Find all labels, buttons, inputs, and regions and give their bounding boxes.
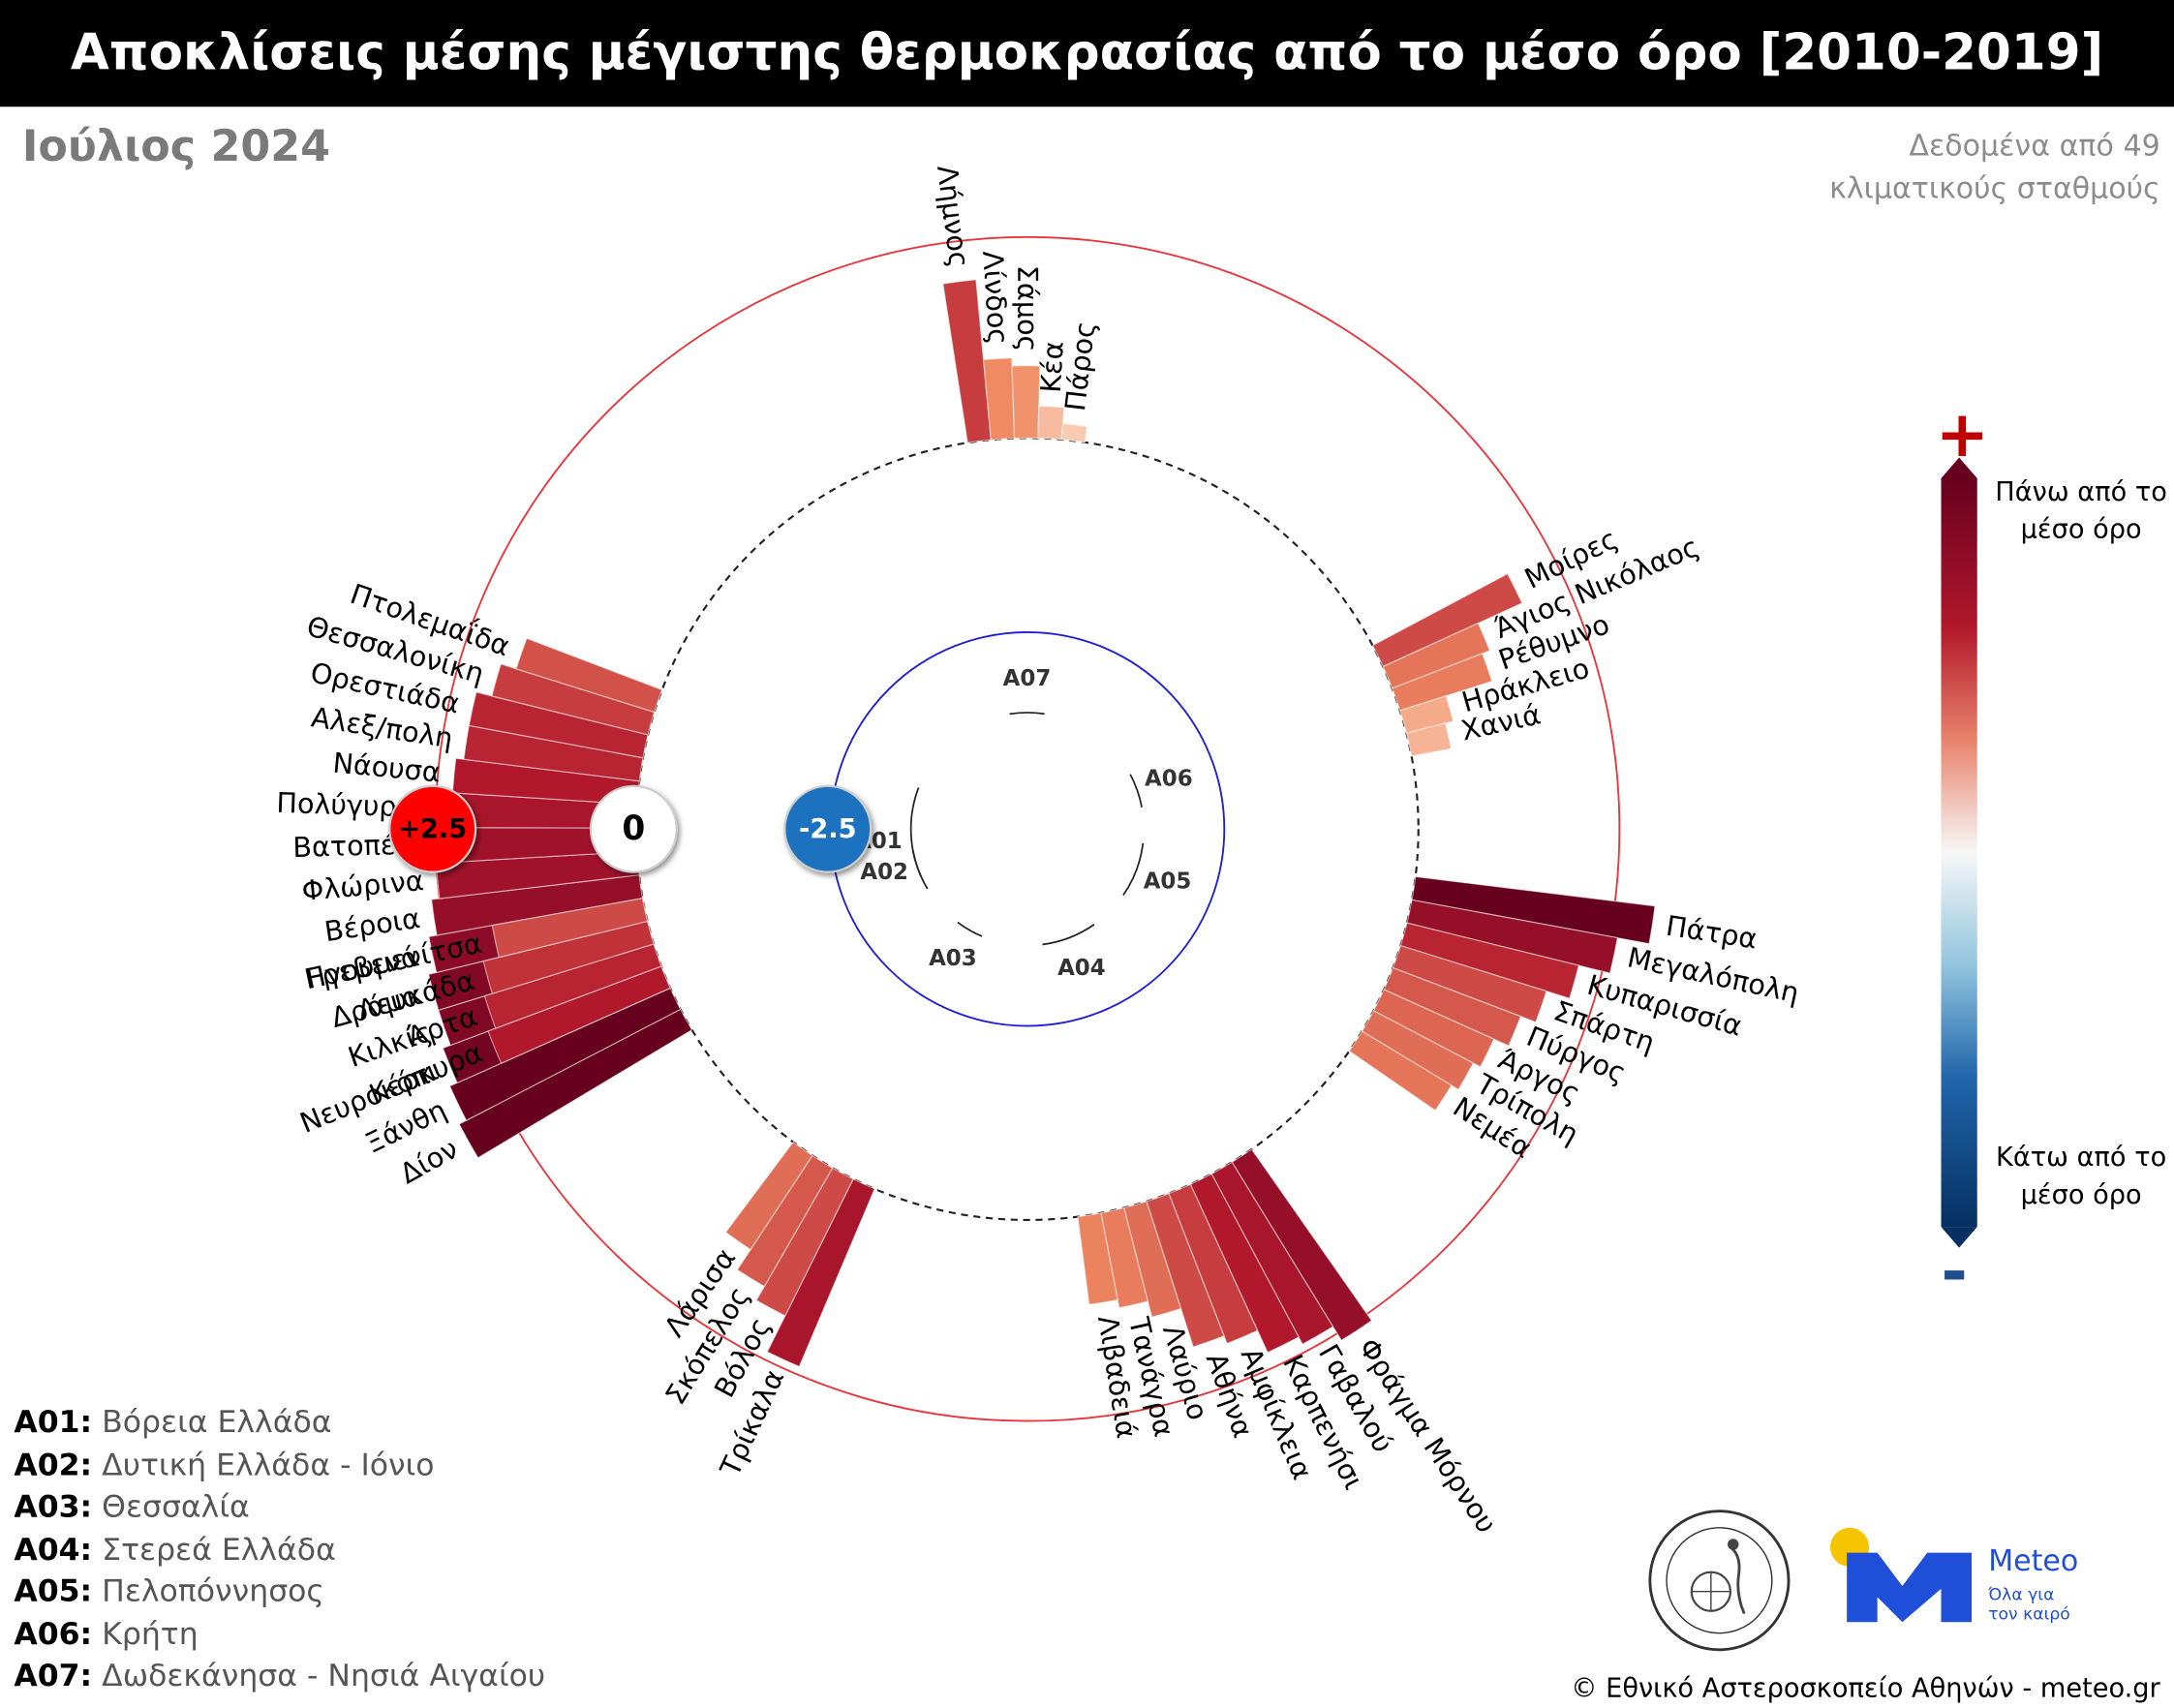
bar-a05-0 (1411, 875, 1656, 945)
chart-title: Αποκλίσεις μέσης μέγιστης θερμοκρασίας α… (70, 24, 2104, 82)
legend-item: A04: Στερεά Ελλάδα (14, 1532, 336, 1568)
bar-a04-0 (1231, 1148, 1373, 1342)
bar-a01-6 (430, 874, 644, 936)
bar-a02-1 (483, 943, 662, 1029)
bar-a04-5 (1122, 1201, 1182, 1318)
bar-a05-3 (1392, 944, 1547, 1023)
badge-zero-label: 0 (622, 809, 645, 848)
badge-zero-circle (589, 784, 678, 873)
legend-item: A07: Δωδεκάνησα - Νησιά Αιγαίου (14, 1659, 546, 1694)
bar-a01-0 (458, 1008, 693, 1159)
bar-a07-3 (1037, 405, 1065, 441)
bars-layer (427, 279, 1656, 1368)
badge-plus-label: +2.5 (398, 814, 467, 844)
group-arc-a01 (909, 787, 929, 890)
colorbar-plus-sign: + (1935, 396, 1989, 472)
bar-a04-6 (1100, 1206, 1149, 1309)
station-label: Σάμος (1011, 265, 1044, 352)
bar-a01-13 (491, 663, 656, 736)
bar-a02-0 (487, 965, 671, 1064)
bar-a04-2 (1189, 1173, 1300, 1354)
bar-a01-12 (468, 691, 649, 759)
copyright-footer: © Εθνικό Αστεροσκοπείο Αθηνών - meteo.gr (1571, 1673, 2160, 1704)
bar-a07-2 (1011, 365, 1041, 440)
bar-a06-0 (1371, 572, 1523, 668)
group-arc-a06 (1129, 774, 1143, 808)
bar-a03-2 (736, 1154, 834, 1288)
group-code-label: A04 (1057, 956, 1106, 981)
badge-minus-circle (783, 784, 873, 873)
bar-a01-14 (515, 637, 663, 714)
bar-a04-7 (1077, 1212, 1118, 1305)
group-code-label: A02 (860, 860, 908, 885)
group-code-label: A06 (1145, 766, 1193, 791)
meteo-logo (1829, 1527, 1973, 1623)
observatory-seal-logo (1648, 1510, 1791, 1652)
group-arc-a04 (1042, 924, 1095, 946)
bar-a07-0 (942, 279, 992, 443)
badge-minus-label: -2.5 (799, 814, 856, 844)
meteo-brand-name: Meteo (1988, 1544, 2079, 1578)
station-label: Λήμνος (931, 164, 976, 270)
station-label: Φλώρινα (300, 864, 425, 907)
station-label: Νάουσα (331, 746, 442, 788)
colorbar-bottom-label: Κάτω από το μέσο όρο (1996, 1142, 2167, 1210)
colorbar-legend: + Πάνω από το μέσο όρο Κάτω από το μέσο … (1900, 402, 2174, 1303)
ring-zero (635, 437, 1420, 1222)
colorbar (1941, 477, 1977, 1228)
bar-a06-4 (1405, 722, 1453, 757)
bar-a06-3 (1399, 694, 1454, 734)
station-label: Πάτρα (1664, 909, 1760, 956)
badge-plus-circle (388, 784, 477, 873)
legend-item: A06: Κρήτη (14, 1617, 199, 1652)
colorbar-top-arrow (1941, 457, 1977, 478)
group-arc-a02 (911, 849, 922, 877)
region-legend: A01: Βόρεια Ελλάδα A02: Δυτική Ελλάδα - … (14, 1403, 545, 1699)
bar-a04-3 (1168, 1183, 1259, 1345)
legend-item: A03: Θεσσαλία (14, 1490, 250, 1525)
bar-a04-1 (1210, 1161, 1334, 1345)
ring-badges-layer: +2.5 0 -2.5 (388, 784, 873, 873)
bar-a04-4 (1146, 1192, 1225, 1348)
legend-item: A01: Βόρεια Ελλάδα (14, 1405, 332, 1441)
title-bar (0, 0, 2174, 107)
bar-a03-0 (766, 1177, 875, 1368)
group-arc-a05 (1122, 842, 1145, 896)
bar-a05-1 (1406, 899, 1619, 974)
bar-a07-1 (982, 357, 1016, 441)
legend-item: A05: Πελοπόννησος (14, 1574, 324, 1610)
group-arc-a03 (957, 921, 983, 937)
meteo-tagline: Όλα για τον καιρό (1988, 1584, 2070, 1624)
station-label: Πάρος (1058, 320, 1102, 412)
station-label: Λίνδος (976, 250, 1015, 346)
bar-a02-3 (491, 898, 649, 959)
colorbar-top-label: Πάνω από το μέσο όρο (1995, 476, 2167, 545)
bar-a06-2 (1391, 653, 1493, 712)
bar-a05-2 (1399, 922, 1579, 999)
bar-a07-4 (1060, 422, 1088, 443)
legend-item: A02: Δυτική Ελλάδα - Ιόνιο (14, 1448, 435, 1483)
colorbar-bottom-arrow (1941, 1227, 1977, 1248)
bar-a03-1 (755, 1167, 854, 1317)
bar-a05-4 (1383, 966, 1522, 1047)
group-code-label: A03 (929, 946, 977, 971)
bar-a06-1 (1382, 622, 1491, 689)
bar-a03-3 (724, 1141, 813, 1251)
bar-a01-1 (448, 987, 682, 1121)
colorbar-minus-sign: - (1941, 1234, 1968, 1309)
group-arc-a07 (1009, 712, 1045, 716)
group-code-label: A07 (1003, 666, 1052, 691)
source-note: Δεδομένα από 49 κλιματικούς σταθμούς (1829, 129, 2160, 205)
bar-a05-7 (1348, 1030, 1453, 1112)
bar-a02-2 (482, 920, 655, 994)
bar-a05-5 (1372, 989, 1495, 1068)
station-label: Κέα (1034, 341, 1070, 394)
chart-subtitle: Ιούλιος 2024 (21, 121, 331, 172)
bar-a05-6 (1361, 1010, 1475, 1091)
group-code-label: A05 (1144, 869, 1192, 895)
